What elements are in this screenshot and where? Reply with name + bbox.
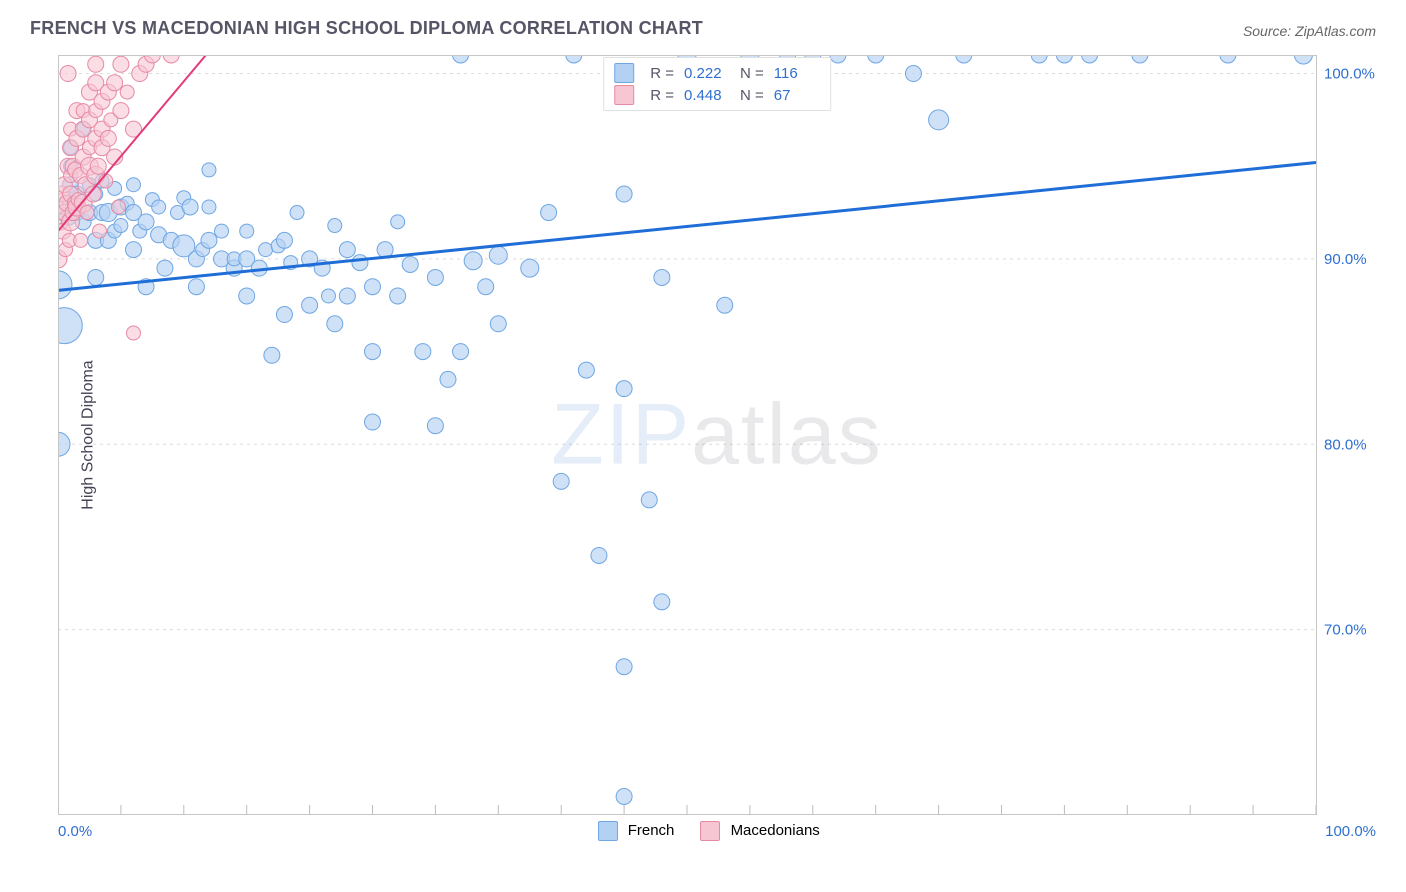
legend-label-macedonians: Macedonians <box>731 822 820 839</box>
chart-title: FRENCH VS MACEDONIAN HIGH SCHOOL DIPLOMA… <box>30 18 703 39</box>
n-label: N = <box>740 87 764 104</box>
x-min-label: 0.0% <box>58 823 92 840</box>
x-max-label: 100.0% <box>1325 823 1376 840</box>
svg-text:100.0%: 100.0% <box>1324 66 1375 83</box>
series-legend: French Macedonians <box>598 821 820 841</box>
svg-text:80.0%: 80.0% <box>1324 436 1367 453</box>
source-label: Source: ZipAtlas.com <box>1243 23 1376 39</box>
svg-text:90.0%: 90.0% <box>1324 251 1367 268</box>
swatch-french <box>598 821 618 841</box>
y-axis-label: High School Diploma <box>80 360 98 509</box>
r-value-french: 0.222 <box>684 65 730 82</box>
swatch-macedonians <box>700 821 720 841</box>
scatter-plot: 100.0% 90.0% 80.0% 70.0% <box>58 55 1376 815</box>
legend-row-french: R = 0.222 N = 116 <box>614 62 820 84</box>
svg-text:70.0%: 70.0% <box>1324 622 1367 639</box>
legend-label-french: French <box>628 822 675 839</box>
legend-row-macedonians: R = 0.448 N = 67 <box>614 84 820 106</box>
swatch-french <box>614 63 634 83</box>
n-label: N = <box>740 65 764 82</box>
legend-item-french: French <box>598 821 675 841</box>
r-value-macedonians: 0.448 <box>684 87 730 104</box>
swatch-macedonians <box>614 85 634 105</box>
correlation-legend: R = 0.222 N = 116 R = 0.448 N = 67 <box>603 57 831 111</box>
r-label: R = <box>650 87 674 104</box>
n-value-french: 116 <box>774 65 820 82</box>
legend-item-macedonians: Macedonians <box>700 821 819 841</box>
n-value-macedonians: 67 <box>774 87 820 104</box>
r-label: R = <box>650 65 674 82</box>
chart-area: High School Diploma ZIPatlas R = 0.222 N… <box>58 55 1376 815</box>
